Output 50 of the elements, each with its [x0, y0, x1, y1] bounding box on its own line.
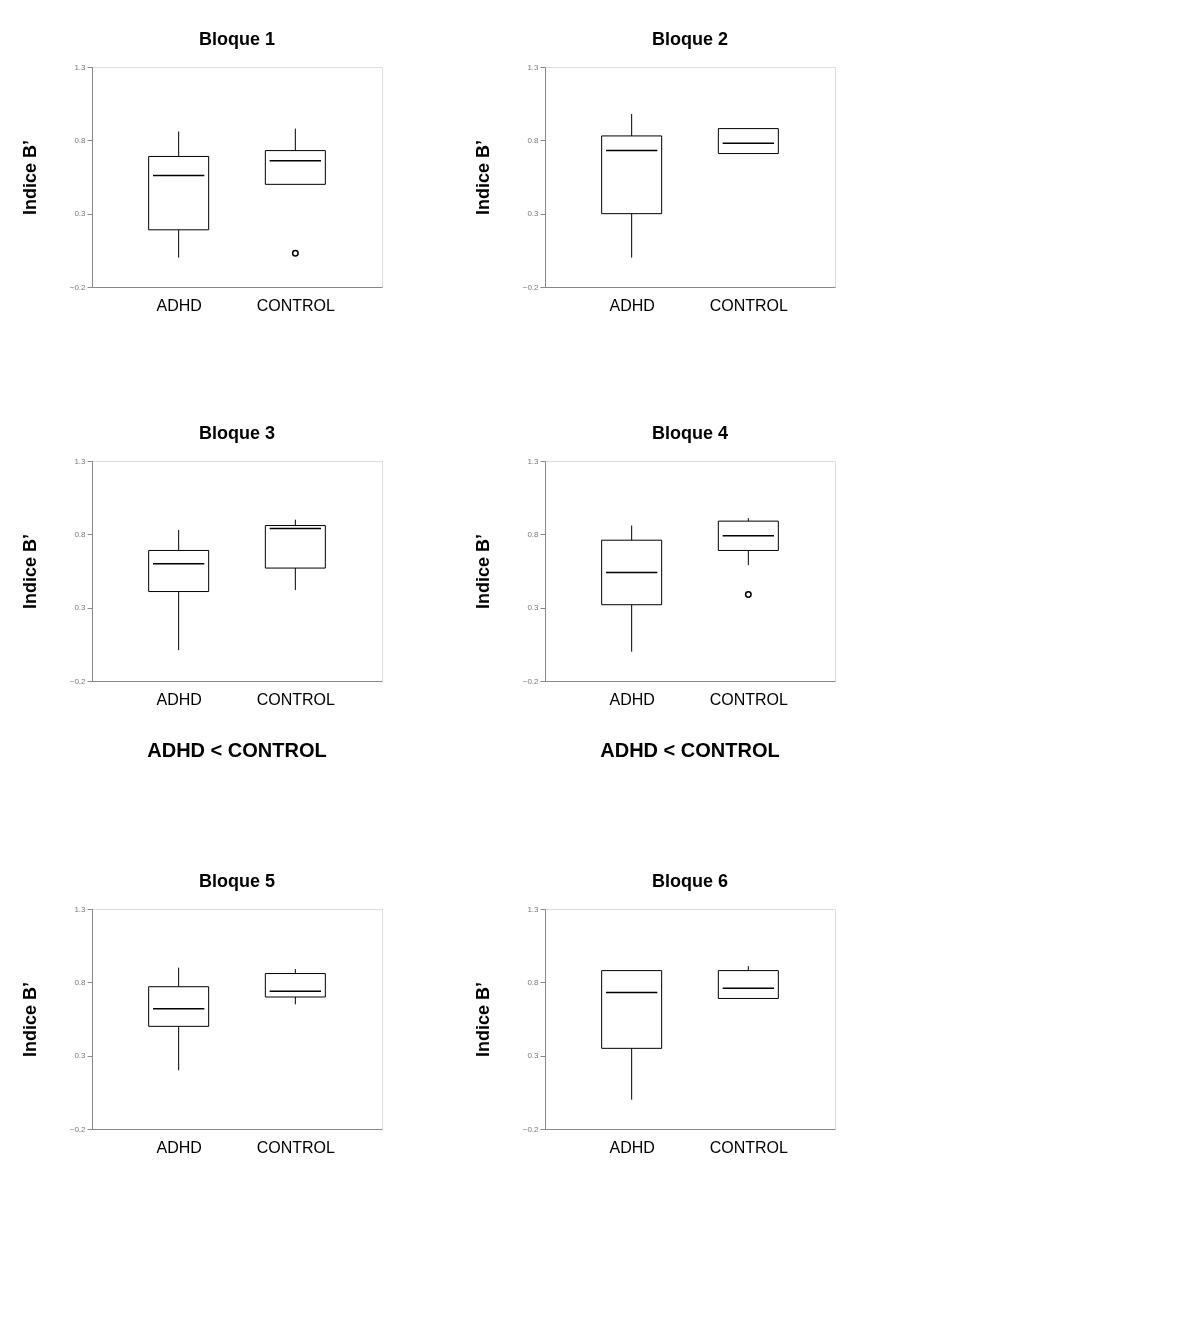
x-tick-label: ADHD — [609, 1138, 655, 1156]
y-tick-label: 0.3 — [74, 1051, 87, 1061]
y-axis-title: Indice B’ — [472, 533, 493, 610]
y-axis-title: Indice B’ — [472, 139, 493, 216]
x-tick-label: CONTROL — [256, 1138, 336, 1156]
x-tick-label: ADHD — [156, 296, 202, 314]
chart-title: Bloque 1 — [198, 29, 276, 49]
x-tick-label: CONTROL — [709, 1138, 789, 1156]
x-tick-label: ADHD — [156, 1138, 202, 1156]
y-axis-title: Indice B’ — [19, 533, 40, 610]
y-tick-label: 0.8 — [527, 135, 540, 145]
y-tick-label: 0.8 — [74, 135, 87, 145]
y-tick-label: 0.3 — [74, 603, 87, 613]
chart-title: Bloque 3 — [198, 423, 276, 443]
x-tick-label: CONTROL — [256, 690, 336, 708]
y-tick-label: 1.3 — [74, 456, 87, 466]
y-axis-title: Indice B’ — [19, 139, 40, 216]
y-axis-title: Indice B’ — [19, 981, 40, 1058]
y-tick-label: 0.3 — [527, 209, 540, 219]
y-tick-label: 0.8 — [527, 977, 540, 987]
y-tick-label: 0.3 — [74, 209, 87, 219]
y-tick-label: 1.3 — [74, 904, 87, 914]
y-tick-label: 1.3 — [74, 62, 87, 72]
chart-title: Bloque 2 — [651, 29, 729, 49]
y-tick-label: −0.2 — [69, 676, 87, 686]
text: ADHD < CONTROL — [600, 739, 780, 761]
x-tick-label: CONTROL — [709, 690, 789, 708]
x-tick-label: ADHD — [609, 690, 655, 708]
x-tick-label: ADHD — [156, 690, 202, 708]
y-tick-label: −0.2 — [69, 282, 87, 292]
y-axis-title: Indice B’ — [472, 981, 493, 1058]
y-tick-label: −0.2 — [522, 282, 540, 292]
chart-title: Bloque 5 — [198, 871, 276, 891]
chart-title: Bloque 6 — [651, 871, 729, 891]
y-tick-label: 0.3 — [527, 603, 540, 613]
x-tick-label: CONTROL — [709, 296, 789, 314]
y-tick-label: −0.2 — [522, 676, 540, 686]
y-tick-label: −0.2 — [522, 1124, 540, 1134]
y-tick-label: 0.3 — [527, 1051, 540, 1061]
x-tick-label: CONTROL — [256, 296, 336, 314]
y-tick-label: 0.8 — [74, 529, 87, 539]
y-tick-label: 1.3 — [527, 62, 540, 72]
y-tick-label: 0.8 — [527, 529, 540, 539]
y-tick-label: 1.3 — [527, 904, 540, 914]
text: ADHD < CONTROL — [147, 739, 327, 761]
x-tick-label: ADHD — [609, 296, 655, 314]
y-tick-label: −0.2 — [69, 1124, 87, 1134]
y-tick-label: 0.8 — [74, 977, 87, 987]
y-tick-label: 1.3 — [527, 456, 540, 466]
chart-title: Bloque 4 — [651, 423, 729, 443]
